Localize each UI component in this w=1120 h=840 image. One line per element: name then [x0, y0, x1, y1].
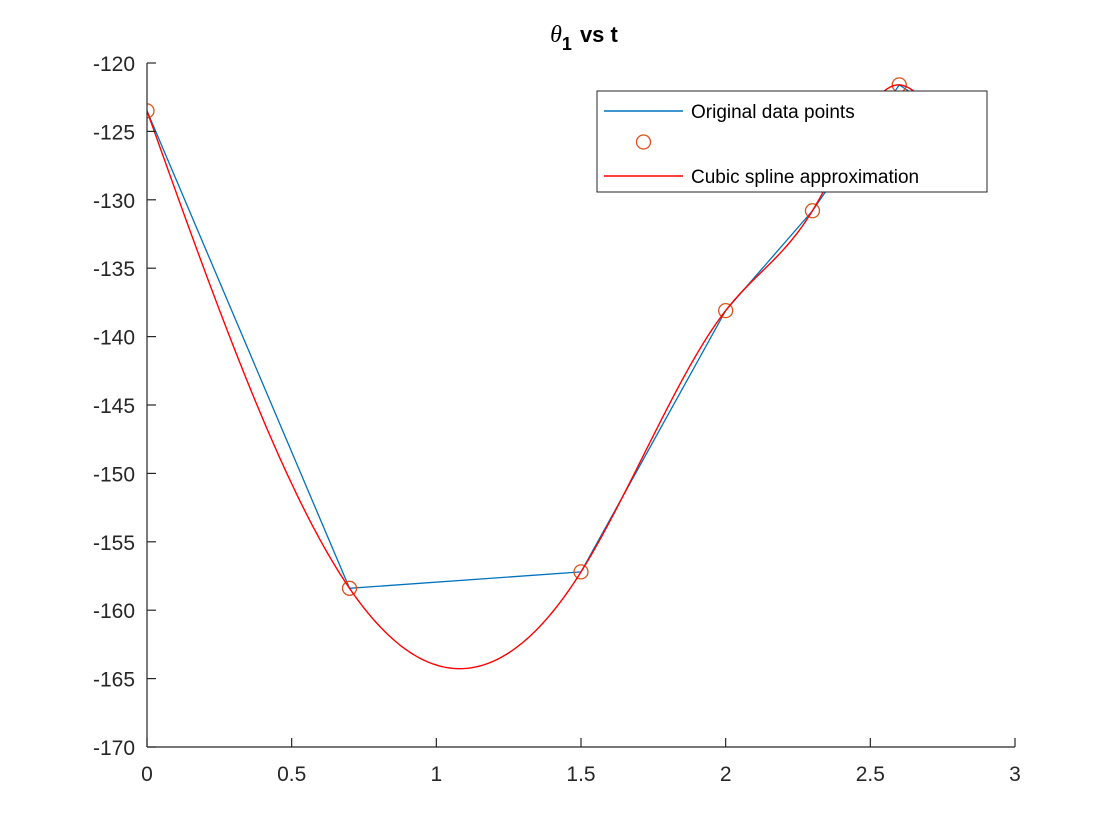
legend-marker-sample — [635, 134, 652, 150]
data-point-marker — [573, 564, 589, 580]
y-tick-label: -125 — [93, 121, 135, 144]
data-point-marker — [718, 302, 734, 319]
y-tick-label: -165 — [93, 669, 135, 692]
y-tick-label: -140 — [93, 327, 135, 350]
y-tick-label: -130 — [93, 190, 135, 213]
y-ticks: -120 -125 -130 -135 -140 -145 -150 -155 -160 -165… — [93, 53, 156, 760]
legend-label: Cubic spline approximation — [691, 167, 919, 188]
legend-label: Original data points — [691, 102, 855, 123]
plot-area — [147, 77, 936, 670]
data-point-marker — [147, 103, 155, 119]
legend-box — [596, 90, 988, 193]
y-tick-label: -135 — [93, 258, 135, 281]
x-tick-label: 1 — [430, 763, 442, 786]
spline-series-line — [147, 84, 929, 670]
x-tick-label: 1.5 — [566, 763, 595, 786]
x-tick-label: 0.5 — [277, 763, 306, 786]
x-tick-label: 0 — [141, 763, 153, 786]
y-tick-label: -120 — [93, 53, 135, 76]
y-tick-label: -160 — [93, 600, 135, 623]
x-tick-label: 2.5 — [856, 763, 885, 786]
y-tick-label: -170 — [93, 737, 135, 760]
legend-entries: Original data points Cubic spline approxi… — [604, 102, 919, 188]
y-tick-label: -155 — [93, 532, 135, 555]
data-point-marker — [804, 203, 821, 219]
title-symbol: θ — [550, 22, 562, 48]
y-tick-label: -150 — [93, 463, 135, 486]
x-tick-label: 3 — [1009, 763, 1021, 786]
x-ticks: 0 0.5 1 1.5 2 2.5 3 — [141, 738, 1021, 786]
data-point-marker — [341, 580, 358, 596]
title-rest: vs t — [580, 22, 619, 47]
axes-layer: 0 0.5 1 1.5 2 2.5 3 -120-125-130-135-140-145-1… — [93, 53, 1021, 786]
legend: Original data points Cubic spline approxi… — [596, 90, 988, 193]
chart-title: θ1 vs t — [550, 22, 618, 54]
y-tick-label: -145 — [93, 395, 135, 418]
series-layer — [147, 77, 936, 670]
title-subscript: 1 — [562, 34, 572, 54]
x-tick-label: 2 — [720, 763, 732, 786]
